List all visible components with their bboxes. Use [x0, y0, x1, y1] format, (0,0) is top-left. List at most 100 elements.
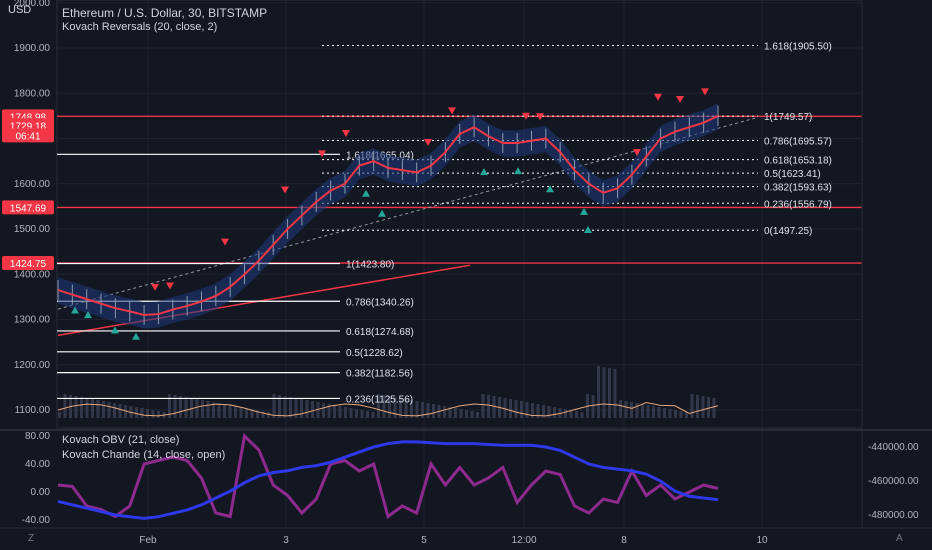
x-tick-label: 12:00 [511, 535, 536, 546]
volume-bar [575, 411, 578, 418]
y-tick-label: 1400.00 [14, 269, 51, 280]
volume-bar [646, 405, 650, 418]
volume-bar [608, 368, 611, 418]
volume-bar [564, 409, 567, 418]
chande-line [57, 432, 719, 519]
volume-bar [624, 401, 628, 418]
fib-level-label: 0.786(1695.57) [764, 137, 832, 148]
volume-bar [355, 409, 358, 418]
volume-bar [525, 402, 529, 418]
volume-bar [404, 399, 408, 418]
volume-bar [140, 408, 144, 418]
y-tick-label: 2000.00 [14, 0, 51, 9]
price-tag-label: 1748.98 [10, 112, 47, 123]
volume-bar [124, 405, 127, 418]
volume-bar [272, 394, 276, 418]
volume-bar [113, 403, 116, 418]
volume-bar [256, 410, 259, 418]
bullish-arrow [362, 189, 370, 197]
bullish-arrow [111, 326, 119, 334]
volume-bar [635, 403, 639, 418]
fibonacci-levels: 1.618(1905.50) 1(1749.57) 0.786(1695.57) 0.… [57, 42, 832, 405]
price-tag [2, 256, 54, 271]
volume-bar [641, 404, 644, 418]
volume-bar [410, 400, 413, 418]
osc-right-tick: -440000.00 [868, 442, 919, 453]
osc-right-tick: -480000.00 [868, 510, 919, 521]
volume-bar [184, 397, 188, 418]
volume-bar [542, 405, 545, 418]
bearish-arrow [448, 107, 456, 115]
bullish-arrow [546, 185, 554, 193]
volume-bar [712, 398, 716, 418]
bullish-arrow [84, 311, 92, 319]
bullish-arrow [378, 209, 386, 217]
volume-bar [553, 407, 556, 418]
volume-bar [707, 397, 710, 418]
volume-bar [228, 405, 232, 418]
auto-scale-button[interactable]: A [896, 533, 903, 544]
volume-bar [668, 409, 672, 418]
bearish-arrow [654, 93, 662, 101]
bearish-arrow [522, 112, 530, 120]
fib-level-label: 1.618(1905.50) [764, 42, 832, 53]
volume-bar [278, 395, 281, 418]
obv-label: Kovach OBV (21, close) [62, 434, 180, 446]
volume-bar [520, 401, 523, 418]
price-tag [2, 128, 54, 143]
bearish-arrow [281, 186, 289, 194]
volume-bar [657, 407, 661, 418]
volume-bar [619, 400, 622, 418]
volume-bar [696, 395, 699, 418]
bullish-arrow [480, 168, 488, 176]
volume-bar [388, 396, 391, 418]
zoom-out-button[interactable]: Z [28, 533, 35, 544]
fib-level-label: 1(1423.80) [346, 259, 394, 270]
volume-bar [602, 367, 606, 418]
volume-bar [135, 407, 138, 418]
volume-bars [57, 366, 719, 418]
fib-level-label: 0(1497.25) [764, 226, 812, 237]
volume-bar [536, 404, 540, 418]
bullish-arrow [71, 306, 79, 314]
indicator-label: Kovach Reversals (20, close, 2) [62, 21, 218, 33]
volume-bar [360, 410, 364, 418]
volume-bar [217, 403, 221, 418]
volume-bar [250, 409, 254, 418]
x-tick-label: 8 [621, 535, 627, 546]
volatility-band [58, 103, 718, 329]
volume-bar [448, 407, 452, 418]
volume-bar [261, 411, 265, 418]
volume-bar [432, 404, 435, 418]
volume-bar [212, 402, 215, 418]
y-tick-label: 1300.00 [14, 315, 51, 326]
volume-bar [674, 410, 677, 418]
volume-bar [597, 366, 600, 418]
volume-bar [569, 410, 573, 418]
y-tick-label: 1500.00 [14, 224, 51, 235]
volume-bar [492, 396, 496, 418]
bearish-arrow [676, 96, 684, 104]
volume-bar [421, 402, 424, 418]
bearish-arrow [536, 113, 544, 121]
price-tag-label: 1729.18 [10, 121, 47, 132]
volume-bar [151, 410, 155, 418]
fib-level-label: 0.236(1125.56) [346, 394, 413, 405]
volume-bar [195, 399, 199, 418]
price-tag-label: 1424.75 [10, 259, 47, 270]
volume-bar [239, 407, 243, 418]
volume-bar [426, 403, 430, 418]
bearish-arrow [701, 88, 709, 96]
osc-left-tick: 0.00 [31, 487, 51, 498]
volume-bar [465, 410, 468, 418]
bearish-arrow [318, 150, 326, 158]
y-tick-label: 1200.00 [14, 360, 51, 371]
bullish-arrow [514, 167, 522, 175]
volume-bar [157, 411, 160, 418]
bullish-arrow [580, 207, 588, 215]
volume-bar [206, 401, 210, 418]
currency-label: USD [8, 4, 32, 16]
